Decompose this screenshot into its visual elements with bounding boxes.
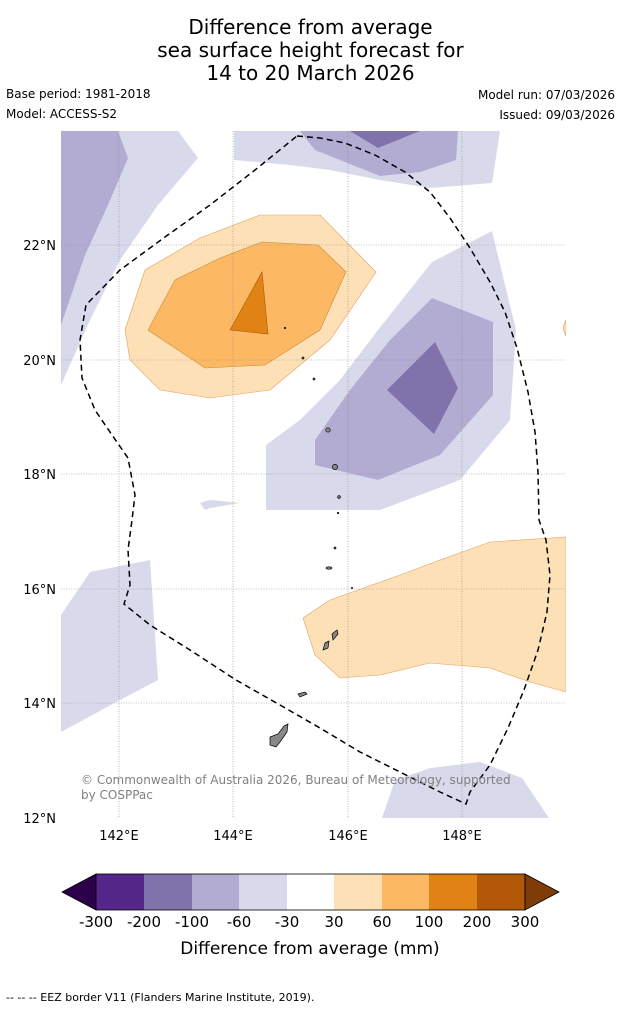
lon-label: 148°E <box>442 829 482 844</box>
legend-swatch <box>96 874 144 910</box>
island-uracas <box>283 326 287 330</box>
eez-footnote: -- -- -- EEZ border V11 (Flanders Marine… <box>6 991 315 1004</box>
island-agrihan <box>325 427 331 433</box>
lon-label: 144°E <box>213 829 253 844</box>
anomaly-region-neg30-southwest <box>61 560 158 732</box>
title-line-2: sea surface height forecast for <box>157 38 464 62</box>
anomaly-region-neg30-southeast <box>382 762 549 818</box>
legend-swatch <box>382 874 429 910</box>
island-zealandia <box>350 586 354 590</box>
lat-label: 20°N <box>23 354 56 369</box>
legend-outline <box>95 873 526 911</box>
anomaly-region-neg30-small <box>200 500 240 510</box>
island-tinian <box>322 640 330 651</box>
legend-swatch <box>239 874 287 910</box>
island-sarigan <box>333 546 337 550</box>
legend-swatch <box>477 874 525 910</box>
lat-label: 14°N <box>23 697 56 712</box>
lat-label: 16°N <box>23 583 56 598</box>
lon-label: 142°E <box>99 829 139 844</box>
lat-label: 18°N <box>23 468 56 483</box>
model-label: Model: ACCESS-S2 <box>6 107 118 121</box>
model-run-label: Model run: 07/03/2026 <box>477 88 615 102</box>
island-pagan <box>332 464 338 470</box>
legend-tick: 300 <box>511 913 540 931</box>
legend-tick: -60 <box>227 913 252 931</box>
longitude-labels: 142°E 144°E 146°E 148°E <box>99 829 482 844</box>
graticule <box>61 131 566 818</box>
title-line-3: 14 to 20 March 2026 <box>206 61 415 85</box>
issued-label: Issued: 09/03/2026 <box>499 108 615 122</box>
legend-swatch <box>287 874 334 910</box>
legend-arrow-high <box>524 873 560 911</box>
legend-tick: -100 <box>175 913 209 931</box>
legend-tick: 100 <box>415 913 444 931</box>
island-asuncion <box>312 377 316 381</box>
legend-swatch <box>334 874 382 910</box>
legend-tick: 60 <box>372 913 391 931</box>
legend-tick: -30 <box>275 913 300 931</box>
legend-tick: 30 <box>324 913 343 931</box>
anomaly-region-pos30-southeast <box>302 536 566 693</box>
anomaly-region-pos30-east-edge <box>563 319 566 337</box>
eez-border <box>79 135 551 806</box>
lat-label: 12°N <box>23 812 56 827</box>
latitude-labels: 22°N 20°N 18°N 16°N 14°N 12°N <box>23 239 56 827</box>
copyright-line-2: by COSPPac <box>81 788 153 802</box>
base-period-label: Base period: 1981-2018 <box>6 87 151 101</box>
map-area: © Commonwealth of Australia 2026, Bureau… <box>61 131 566 818</box>
island-guguan <box>336 511 340 515</box>
island-rota <box>297 691 308 698</box>
title-line-1: Difference from average <box>188 15 433 39</box>
legend-swatch <box>429 874 477 910</box>
color-legend: -300 -200 -100 -60 -30 30 60 100 200 300… <box>61 873 560 959</box>
anomaly-region-neg100-central <box>387 342 458 434</box>
lat-label: 22°N <box>23 239 56 254</box>
island-anatahan <box>325 566 333 570</box>
lon-label: 146°E <box>328 829 368 844</box>
legend-swatch <box>192 874 239 910</box>
copyright-line-1: © Commonwealth of Australia 2026, Bureau… <box>81 773 511 787</box>
map-title: Difference from average sea surface heig… <box>0 16 621 85</box>
legend-swatch <box>144 874 192 910</box>
islands <box>269 326 354 748</box>
anomaly-region-neg60-northwest <box>61 131 128 325</box>
legend-label: Difference from average (mm) <box>180 939 439 959</box>
island-guam <box>269 723 289 748</box>
legend-arrow-low <box>61 873 97 911</box>
island-alamagan <box>337 495 341 499</box>
anomaly-region-neg100-north <box>350 131 420 148</box>
legend-ticks: -300 -200 -100 -60 -30 30 60 100 200 300 <box>79 913 539 931</box>
anomaly-region-pos100-northwest <box>229 271 269 335</box>
island-saipan <box>331 629 339 641</box>
island-maug <box>301 356 305 360</box>
legend-tick: -300 <box>79 913 113 931</box>
legend-tick: 200 <box>463 913 492 931</box>
legend-tick: -200 <box>127 913 161 931</box>
